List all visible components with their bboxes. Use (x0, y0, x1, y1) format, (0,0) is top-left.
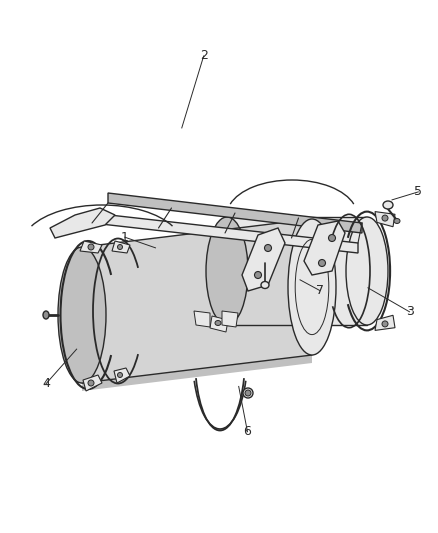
Ellipse shape (215, 320, 221, 326)
Ellipse shape (288, 219, 336, 355)
Polygon shape (80, 241, 102, 253)
Polygon shape (304, 221, 345, 275)
Ellipse shape (382, 215, 388, 221)
Ellipse shape (346, 217, 388, 325)
Ellipse shape (117, 245, 123, 249)
Ellipse shape (88, 244, 94, 250)
Polygon shape (108, 193, 362, 233)
Polygon shape (194, 311, 210, 327)
Ellipse shape (394, 219, 400, 223)
Polygon shape (227, 217, 367, 325)
Ellipse shape (261, 281, 269, 288)
Polygon shape (92, 213, 358, 253)
Ellipse shape (383, 201, 393, 209)
Ellipse shape (88, 380, 94, 386)
Polygon shape (82, 355, 312, 391)
Polygon shape (375, 212, 395, 227)
Polygon shape (114, 368, 130, 383)
Text: 5: 5 (414, 185, 422, 198)
Ellipse shape (206, 217, 248, 325)
Polygon shape (83, 375, 102, 391)
Polygon shape (112, 241, 130, 253)
Text: 6: 6 (244, 425, 251, 438)
Ellipse shape (58, 247, 106, 383)
Ellipse shape (254, 271, 261, 279)
Polygon shape (242, 228, 285, 291)
Text: 4: 4 (42, 377, 50, 390)
Polygon shape (50, 208, 115, 238)
Text: 1: 1 (121, 231, 129, 244)
Ellipse shape (43, 311, 49, 319)
Polygon shape (222, 311, 238, 327)
Text: 3: 3 (406, 305, 413, 318)
Polygon shape (82, 219, 312, 383)
Polygon shape (210, 316, 228, 332)
Ellipse shape (265, 245, 272, 252)
Polygon shape (375, 316, 395, 330)
Ellipse shape (243, 388, 253, 398)
Text: 7: 7 (316, 284, 324, 297)
Ellipse shape (245, 390, 251, 396)
Ellipse shape (318, 260, 325, 266)
Ellipse shape (382, 321, 388, 327)
Ellipse shape (117, 373, 123, 377)
Text: 2: 2 (200, 50, 208, 62)
Ellipse shape (328, 235, 336, 241)
Polygon shape (82, 219, 336, 255)
